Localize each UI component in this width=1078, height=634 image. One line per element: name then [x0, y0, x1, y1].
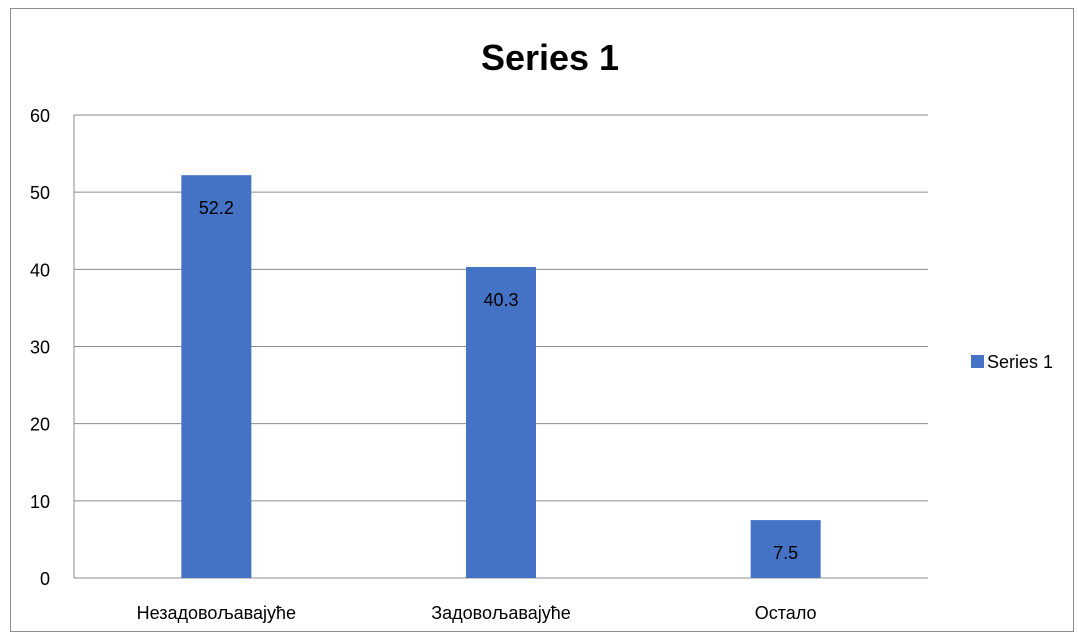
x-tick-label: Незадовољавајуће [137, 603, 296, 623]
x-tick-label: Остало [755, 603, 817, 623]
y-tick-label: 30 [30, 338, 50, 358]
data-label: 40.3 [483, 290, 518, 310]
x-tick-label: Задовољавајуће [431, 603, 570, 623]
bar [181, 175, 251, 578]
data-label: 7.5 [773, 543, 798, 563]
bar [466, 267, 536, 578]
data-label: 52.2 [199, 198, 234, 218]
legend-swatch [971, 355, 984, 368]
y-tick-label: 60 [30, 106, 50, 126]
y-axis-ticks: 0 10 20 30 40 50 60 [30, 106, 50, 589]
bars [181, 175, 820, 578]
y-tick-label: 40 [30, 260, 50, 280]
y-tick-label: 0 [40, 569, 50, 589]
y-tick-label: 10 [30, 492, 50, 512]
legend-label: Series 1 [987, 352, 1053, 372]
y-tick-label: 50 [30, 183, 50, 203]
chart-title: Series 1 [481, 37, 619, 78]
legend: Series 1 [971, 352, 1053, 372]
y-tick-label: 20 [30, 415, 50, 435]
x-axis-ticks: Незадовољавајуће Задовољавајуће Остало [137, 603, 817, 623]
